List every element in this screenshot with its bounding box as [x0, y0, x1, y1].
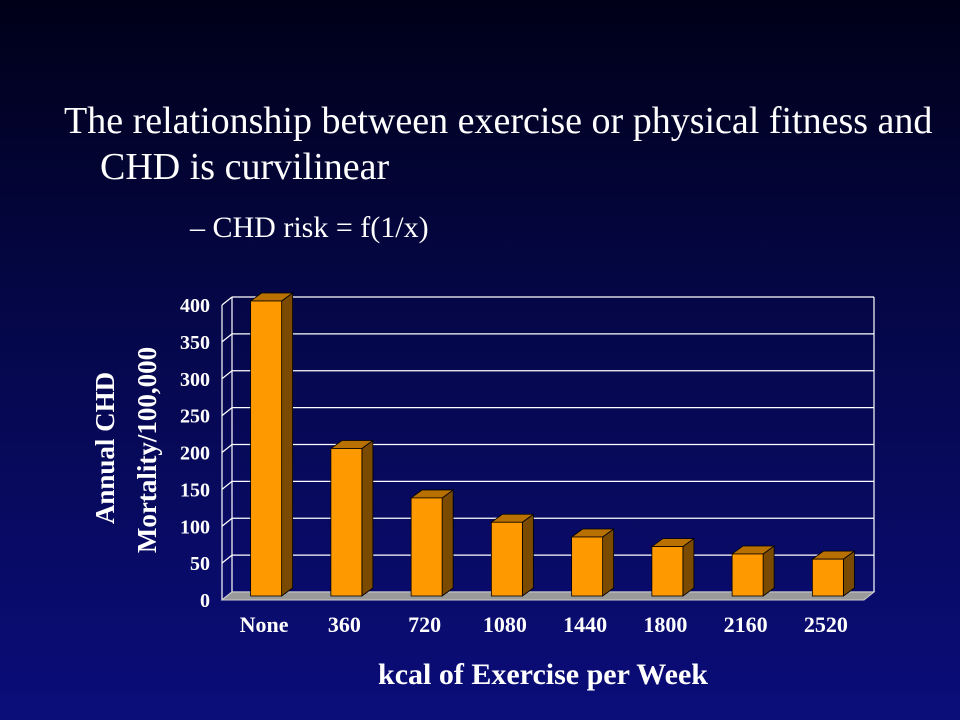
bar-side: [682, 537, 695, 597]
y-axis-title-line-1: Annual CHD: [90, 372, 120, 524]
x-tick-label: 2160: [724, 612, 768, 637]
bar-front: [731, 553, 764, 597]
bar-side: [762, 545, 775, 597]
bar: [490, 513, 535, 597]
gridline-side: [221, 407, 233, 417]
y-tick-label: 50: [190, 553, 210, 575]
bar-side: [521, 513, 534, 597]
x-tick-label: 1440: [563, 612, 607, 637]
y-tick-label: 250: [180, 406, 210, 428]
bar-front: [811, 558, 844, 597]
slide-title: The relationship between exercise or phy…: [64, 100, 933, 188]
bar-front: [330, 448, 363, 597]
x-tick-labels: None 360 720 1080 1440 1800 2160 2520: [240, 612, 848, 637]
y-tick-label: 100: [180, 516, 210, 538]
gridline-side: [221, 480, 233, 490]
y-tick-label: 200: [180, 443, 210, 465]
gridline-side: [221, 554, 233, 564]
bar-front: [490, 521, 523, 597]
chart-floor: [220, 591, 876, 601]
bar: [650, 537, 696, 597]
gridline-side: [221, 444, 233, 453]
x-tick-label: 2520: [804, 612, 848, 637]
x-tick-label: 360: [328, 612, 361, 637]
x-axis-title: kcal of Exercise per Week: [378, 658, 708, 691]
x-tick-label: 1080: [483, 612, 527, 637]
y-tick-label: 350: [180, 332, 210, 354]
bar-side: [602, 528, 615, 597]
chart-gridlines: [221, 296, 875, 601]
gridline-side: [221, 296, 233, 306]
chart-floor-plane: [220, 591, 876, 601]
y-tick-label: 300: [180, 369, 210, 391]
bar-front: [410, 497, 443, 597]
bar-front: [651, 546, 684, 597]
gridline-side: [221, 370, 233, 380]
y-tick-label: 150: [180, 479, 210, 501]
bar-side: [441, 489, 454, 597]
bar: [811, 550, 856, 597]
x-tick-label: 1800: [643, 612, 687, 637]
bar-front: [571, 536, 604, 597]
bar: [409, 489, 455, 597]
bar-side: [361, 439, 374, 597]
x-tick-label: 720: [408, 612, 441, 637]
bar: [249, 292, 294, 597]
y-tick-label: 400: [180, 295, 210, 317]
slide-subbullet: – CHD risk = f(1/x): [190, 211, 429, 244]
x-tick-label: None: [240, 612, 289, 637]
y-axis-title-line-2: Mortality/100,000: [132, 347, 162, 553]
gridline-side: [221, 333, 233, 343]
bar-front: [250, 300, 283, 597]
bar-side: [281, 292, 294, 597]
bar: [329, 439, 375, 597]
y-tick-label: 0: [200, 590, 210, 612]
gridline-side: [221, 517, 233, 527]
bar: [730, 545, 776, 597]
y-tick-labels: 0 50 100 150 200 250 300 350 400: [180, 295, 210, 612]
chart-bars: [249, 292, 856, 597]
bar: [570, 528, 615, 597]
